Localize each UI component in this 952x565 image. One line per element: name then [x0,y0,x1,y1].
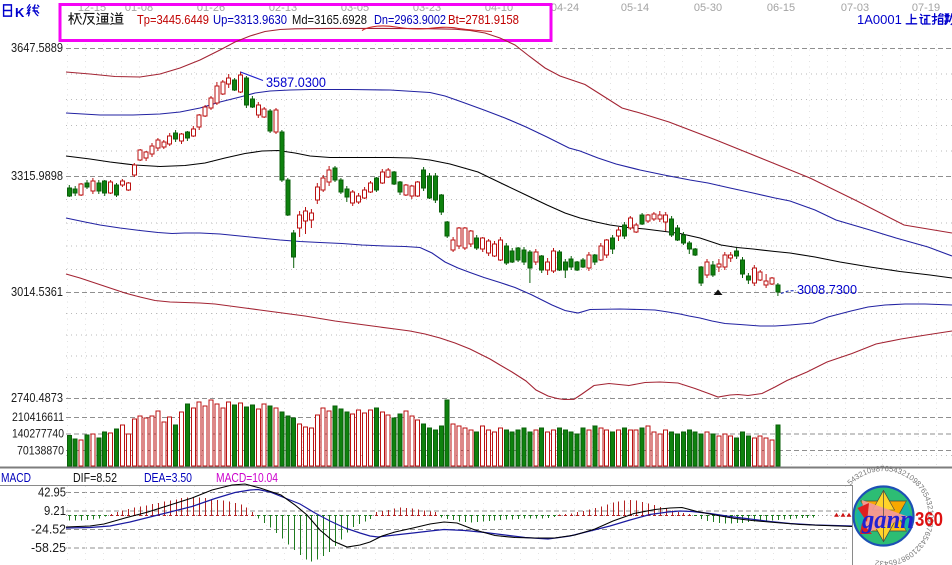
svg-text:3587.0300: 3587.0300 [266,75,326,90]
svg-text:04-24: 04-24 [551,2,579,14]
svg-text:MACD: MACD [1,470,31,485]
svg-text:360: 360 [915,509,943,531]
svg-text:3647.5889: 3647.5889 [11,41,63,55]
svg-text:07-19: 07-19 [912,2,940,14]
svg-text:05-14: 05-14 [621,2,649,14]
svg-text:Md=3165.6928: Md=3165.6928 [292,13,367,27]
svg-text:Bt=2781.9158: Bt=2781.9158 [448,13,519,27]
svg-text:07-03: 07-03 [841,2,869,14]
svg-text:gann: gann [861,505,914,534]
svg-text:06-15: 06-15 [767,2,795,14]
svg-text:2740.4873: 2740.4873 [11,391,63,405]
svg-text:3315.9898: 3315.9898 [11,169,63,183]
svg-text:3014.5361: 3014.5361 [11,285,63,299]
svg-text:DEA=3.50: DEA=3.50 [144,470,192,485]
svg-text:42.95: 42.95 [38,486,66,500]
svg-text:140277740: 140277740 [12,427,64,441]
svg-text:-24.52: -24.52 [31,523,66,537]
svg-text:MACD=10.04: MACD=10.04 [216,470,278,485]
svg-text:1A0001: 1A0001 [857,12,902,27]
svg-text:9.21: 9.21 [44,504,66,518]
svg-text:K: K [15,5,25,20]
svg-text:70138870: 70138870 [17,444,64,458]
svg-text:-58.25: -58.25 [31,541,66,555]
svg-text:Up=3313.9630: Up=3313.9630 [213,13,287,27]
svg-text:Dn=2963.9002: Dn=2963.9002 [374,13,446,27]
svg-text:210416611: 210416611 [12,410,64,424]
svg-text:DIF=8.52: DIF=8.52 [73,470,117,485]
svg-text:Tp=3445.6449: Tp=3445.6449 [137,13,209,27]
svg-text:3008.7300: 3008.7300 [797,282,857,297]
svg-text:05-30: 05-30 [694,2,722,14]
